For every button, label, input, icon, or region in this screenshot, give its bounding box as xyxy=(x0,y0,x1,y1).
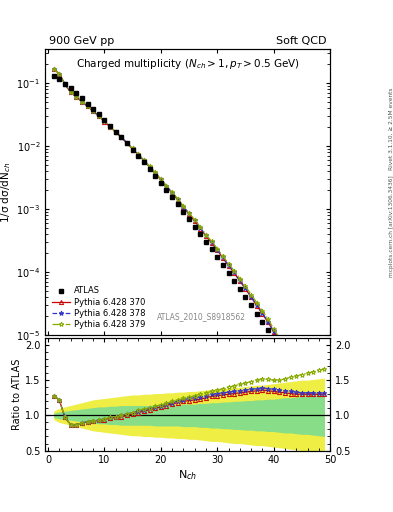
Text: Soft QCD: Soft QCD xyxy=(276,36,326,46)
Text: Charged multiplicity ($N_{ch} > 1, p_T > 0.5$ GeV): Charged multiplicity ($N_{ch} > 1, p_T >… xyxy=(75,57,300,71)
Legend: ATLAS, Pythia 6.428 370, Pythia 6.428 378, Pythia 6.428 379: ATLAS, Pythia 6.428 370, Pythia 6.428 37… xyxy=(50,284,147,331)
Y-axis label: Ratio to ATLAS: Ratio to ATLAS xyxy=(12,358,22,430)
Text: mcplots.cern.ch [arXiv:1306.3436]: mcplots.cern.ch [arXiv:1306.3436] xyxy=(389,176,393,278)
Y-axis label: 1/σ dσ/dN$_{ch}$: 1/σ dσ/dN$_{ch}$ xyxy=(0,161,13,223)
Text: 900 GeV pp: 900 GeV pp xyxy=(49,36,114,46)
Text: Rivet 3.1.10, ≥ 2.5M events: Rivet 3.1.10, ≥ 2.5M events xyxy=(389,88,393,170)
X-axis label: N$_{ch}$: N$_{ch}$ xyxy=(178,468,197,482)
Text: ATLAS_2010_S8918562: ATLAS_2010_S8918562 xyxy=(158,312,246,321)
